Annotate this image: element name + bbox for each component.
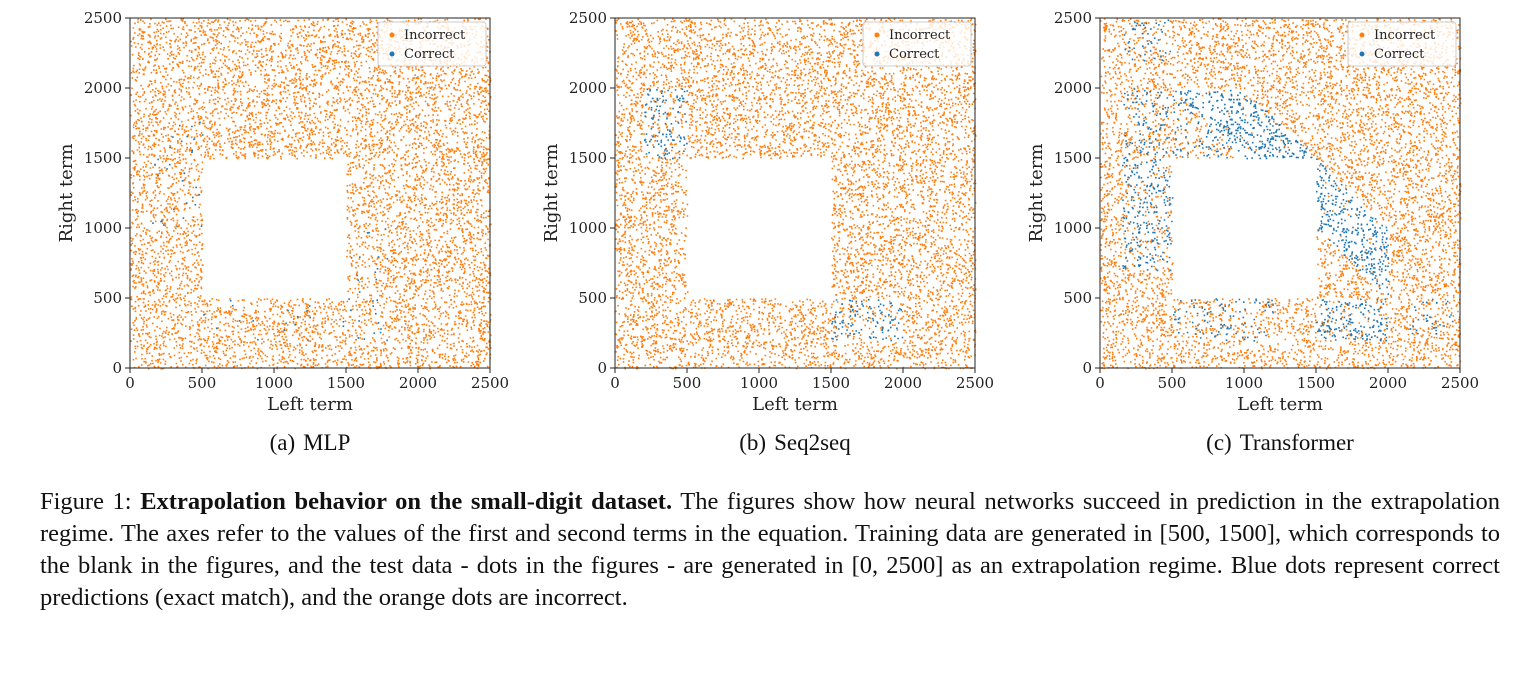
legend-label: Correct [889,47,940,62]
y-tick-label: 1500 [569,149,607,167]
legend-label: Incorrect [889,28,951,43]
legend-marker-incorrect [874,32,880,38]
plot-frame [129,17,491,369]
caption-bold-title: Extrapolation behavior on the small-digi… [140,488,673,515]
y-tick-label: 1500 [84,149,122,167]
panel-transformer: 0 500 1000 1500 2000 2500 0 500 1000 1500 2000 2500… [1010,8,1510,478]
scatter-plot-seq2seq: 0 500 1000 1500 2000 2500 0 500 1000 1500 2000 2500… [541,9,994,415]
x-tick-label: 500 [673,374,702,392]
x-tick-label: 2500 [956,374,994,392]
x-tick-label: 1000 [1225,374,1263,392]
incorrect-points [615,18,977,370]
x-tick-label: 1500 [1297,374,1335,392]
x-tick-label: 1500 [327,374,365,392]
legend-marker-incorrect [1359,32,1365,38]
legend-box [862,21,972,67]
caption-body: The figures show how neural networks suc… [40,488,1500,611]
legend-label: Correct [1374,47,1425,62]
y-tick-label: 1000 [569,219,607,237]
panel-mlp: 0 500 1000 1500 2000 2500 0 500 1000 1500 2000 2500… [40,8,540,478]
x-tick-label: 1500 [812,374,850,392]
x-tick-label: 0 [125,374,135,392]
y-tick-label: 2000 [1054,79,1092,97]
legend-box [1347,21,1457,67]
x-tick-label: 2000 [399,374,437,392]
subcaption-label: (b) [739,430,767,455]
legend-box [377,21,487,67]
x-tick-label: 500 [1158,374,1187,392]
y-tick-label: 0 [597,359,607,377]
subcaption-transformer: (c) Transformer [1030,430,1528,456]
subcaption-seq2seq: (b) Seq2seq [545,430,1045,456]
y-tick-label: 0 [1082,359,1092,377]
y-tick-label: 1500 [1054,149,1092,167]
legend-label: Correct [404,47,455,62]
subcaption-text: MLP [303,430,351,455]
legend-marker-correct [874,51,880,57]
y-tick-label: 500 [1063,289,1092,307]
x-tick-label: 0 [1095,374,1105,392]
x-axis-label: Left term [1237,394,1323,415]
legend-label: Incorrect [1374,28,1436,43]
y-axis-label: Right term [541,144,562,243]
plot-frame [614,17,976,369]
incorrect-points [1100,18,1462,370]
y-tick-label: 1000 [84,219,122,237]
y-tick-label: 2000 [84,79,122,97]
y-tick-label: 2500 [569,9,607,27]
x-tick-label: 500 [188,374,217,392]
y-tick-label: 2500 [84,9,122,27]
legend-label: Incorrect [404,28,466,43]
y-tick-label: 500 [93,289,122,307]
y-tick-label: 1000 [1054,219,1092,237]
scatter-plot-mlp: 0 500 1000 1500 2000 2500 0 500 1000 1500 2000 2500… [56,9,509,415]
x-tick-label: 2500 [471,374,509,392]
x-tick-label: 0 [610,374,620,392]
subcaption-text: Transformer [1239,430,1354,455]
y-tick-label: 0 [112,359,122,377]
x-axis-label: Left term [267,394,353,415]
x-tick-label: 1000 [740,374,778,392]
x-axis-label: Left term [752,394,838,415]
x-tick-label: 2000 [884,374,922,392]
x-tick-label: 2000 [1369,374,1407,392]
legend-marker-correct [1359,51,1365,57]
x-tick-label: 1000 [255,374,293,392]
subcaption-text: Seq2seq [774,430,851,455]
incorrect-points [130,18,492,370]
subcaption-mlp: (a) MLP [60,430,560,456]
caption-prefix: Figure 1: [40,488,141,515]
scatter-plot-transformer: 0 500 1000 1500 2000 2500 0 500 1000 1500 2000 2500… [1026,9,1479,415]
y-axis-label: Right term [1026,144,1047,243]
figure-caption: Figure 1: Extrapolation behavior on the … [40,486,1500,614]
plot-frame [1099,17,1461,369]
legend-marker-incorrect [389,32,395,38]
panel-seq2seq: 0 500 1000 1500 2000 2500 0 500 1000 1500 2000 2500… [525,8,1025,478]
x-tick-label: 2500 [1441,374,1479,392]
subcaption-label: (c) [1206,430,1232,455]
legend-marker-correct [389,51,395,57]
y-tick-label: 2000 [569,79,607,97]
subcaption-label: (a) [269,430,296,455]
y-axis-label: Right term [56,144,77,243]
y-tick-label: 2500 [1054,9,1092,27]
y-tick-label: 500 [578,289,607,307]
